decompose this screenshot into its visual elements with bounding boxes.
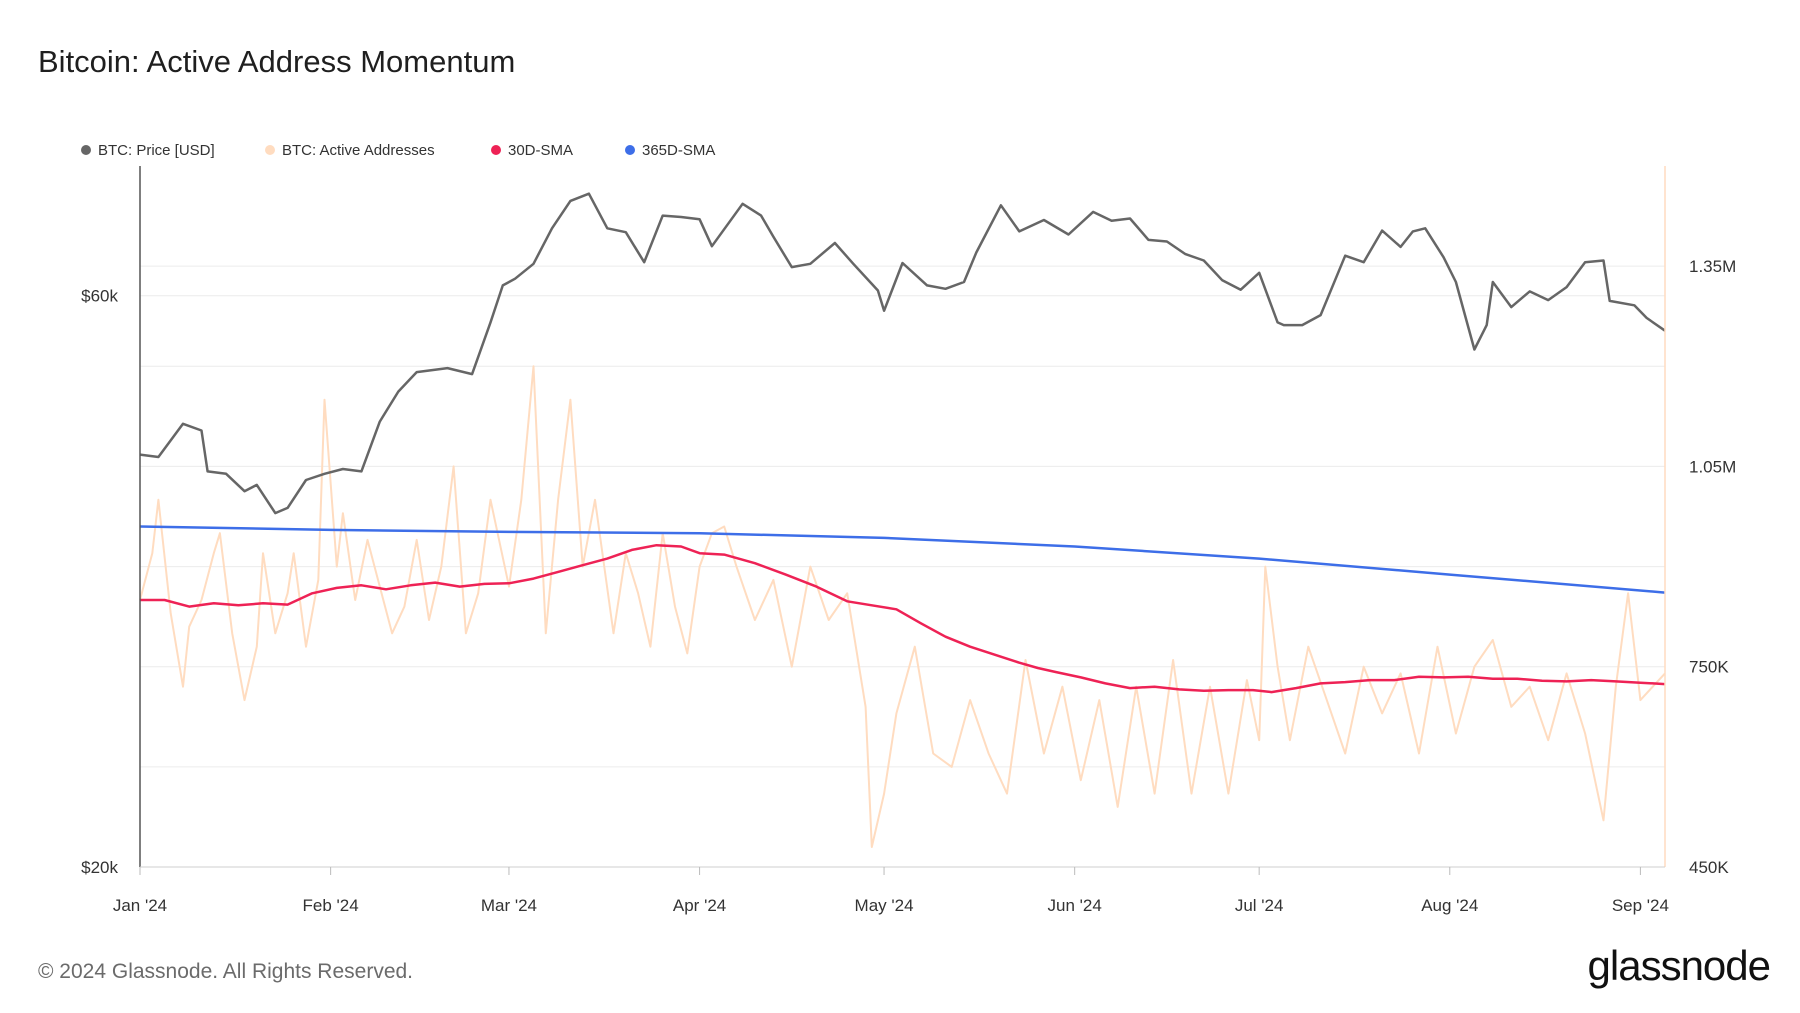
legend-marker (491, 145, 501, 155)
legend-item[interactable]: 30D-SMA (491, 142, 573, 159)
legend-item[interactable]: BTC: Active Addresses (265, 142, 435, 159)
legend-item[interactable]: 365D-SMA (625, 142, 715, 159)
x-tick-label: Sep '24 (1612, 896, 1669, 915)
x-tick-label: Mar '24 (481, 896, 537, 915)
x-tick-label: Jan '24 (113, 896, 167, 915)
glassnode-logo: glassnode (1587, 942, 1771, 989)
grid-layer (140, 265, 1665, 868)
y-left-tick-label: $20k (81, 858, 118, 877)
legend[interactable]: BTC: Price [USD] BTC: Active Addresses 30D… (81, 142, 715, 159)
legend-marker (81, 145, 91, 155)
axes-layer: Jan '24 Feb '24 Mar '24 Apr '24 May '24 Jun '… (81, 166, 1736, 915)
x-tick-label: Apr '24 (673, 896, 726, 915)
footer-copyright: © 2024 Glassnode. All Rights Reserved. (38, 960, 414, 983)
series-layer (139, 192, 1666, 848)
x-tick-label: Jun '24 (1048, 896, 1102, 915)
legend-marker (625, 145, 635, 155)
legend-label: BTC: Active Addresses (282, 142, 435, 159)
series-line-btc-active-addresses (139, 365, 1666, 848)
y-right-tick-label: 1.35M (1689, 257, 1736, 276)
chart-title: Bitcoin: Active Address Momentum (38, 44, 516, 79)
x-tick-label: Jul '24 (1235, 896, 1284, 915)
legend-label: BTC: Price [USD] (98, 142, 215, 159)
y-left-tick-label: $60k (81, 287, 118, 306)
series-line-365d-sma (139, 525, 1666, 594)
legend-marker (265, 145, 275, 155)
legend-item[interactable]: BTC: Price [USD] (81, 142, 215, 159)
legend-label: 365D-SMA (642, 142, 715, 159)
series-line-btc-price-usd (139, 192, 1666, 515)
y-right-tick-label: 450K (1689, 858, 1729, 877)
y-right-tick-label: 1.05M (1689, 457, 1736, 476)
x-tick-label: May '24 (855, 896, 914, 915)
x-tick-label: Feb '24 (303, 896, 359, 915)
series-line-30d-sma (140, 543, 1666, 694)
legend-label: 30D-SMA (508, 142, 573, 159)
y-right-tick-label: 750K (1689, 658, 1729, 677)
x-tick-label: Aug '24 (1421, 896, 1478, 915)
